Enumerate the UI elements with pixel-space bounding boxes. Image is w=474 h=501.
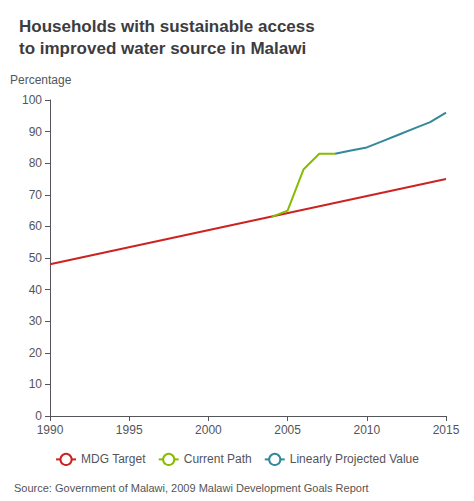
svg-text:2010: 2010 (353, 423, 380, 437)
svg-text:60: 60 (29, 219, 43, 233)
svg-text:Linearly Projected Value: Linearly Projected Value (290, 452, 420, 466)
svg-text:10: 10 (29, 377, 43, 391)
svg-text:50: 50 (29, 251, 43, 265)
svg-text:Current Path: Current Path (184, 452, 252, 466)
svg-text:40: 40 (29, 283, 43, 297)
svg-text:2000: 2000 (195, 423, 222, 437)
svg-text:1995: 1995 (116, 423, 143, 437)
svg-text:90: 90 (29, 125, 43, 139)
svg-text:1990: 1990 (37, 423, 64, 437)
svg-text:MDG Target: MDG Target (81, 452, 146, 466)
svg-text:100: 100 (22, 93, 42, 107)
svg-text:Households with sustainable ac: Households with sustainable access (19, 17, 315, 36)
svg-text:0: 0 (35, 409, 42, 423)
svg-text:2015: 2015 (433, 423, 460, 437)
svg-text:to improved water source in Ma: to improved water source in Malawi (19, 39, 306, 58)
svg-text:Percentage: Percentage (10, 73, 72, 87)
svg-text:2005: 2005 (274, 423, 301, 437)
svg-text:80: 80 (29, 156, 43, 170)
svg-text:Source: Government of Malawi,: Source: Government of Malawi, 2009 Malaw… (14, 482, 369, 494)
svg-text:70: 70 (29, 188, 43, 202)
svg-text:30: 30 (29, 314, 43, 328)
svg-text:20: 20 (29, 346, 43, 360)
